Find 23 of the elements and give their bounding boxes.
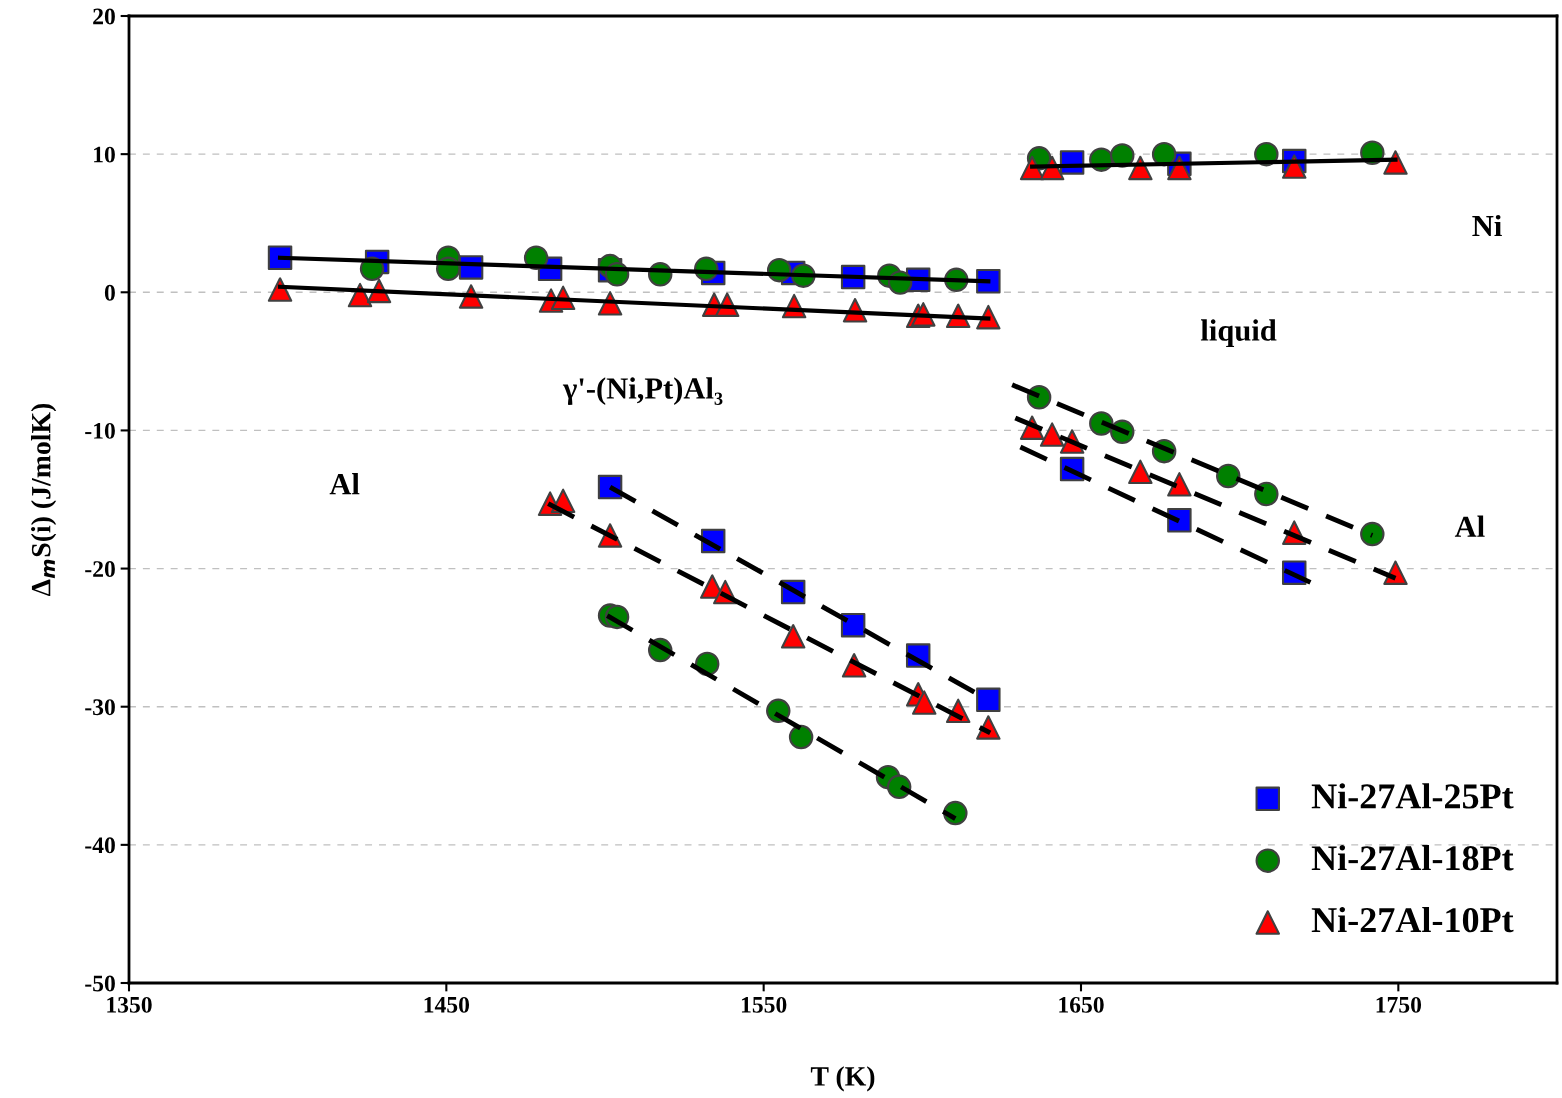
x-tick-label: 1450 — [424, 996, 470, 1013]
y-tick-label: -40 — [85, 837, 115, 854]
x-tick-label: 1350 — [107, 996, 152, 1013]
y-tick-label: -10 — [85, 422, 115, 439]
x-tick-label: 1650 — [1059, 996, 1104, 1013]
annotation: γ'-(Ni,Pt)Al₃ — [562, 377, 723, 406]
legend-label: Ni-27Al-18Pt — [1311, 845, 1514, 871]
annotation: liquid — [1200, 319, 1277, 348]
annotation: Al — [1454, 515, 1485, 537]
y-tick-label: 0 — [104, 284, 115, 301]
annotation: Ni — [1472, 214, 1502, 237]
y-tick-label: -30 — [85, 699, 115, 716]
x-axis-title: T (K) — [810, 1066, 875, 1092]
legend-label: Ni-27Al-10Pt — [1311, 906, 1514, 933]
y-tick-label: -50 — [85, 975, 115, 992]
y-tick-label: -20 — [85, 561, 115, 577]
x-tick-label: 1550 — [741, 996, 787, 1013]
y-axis-title: Δ$_{m}$S(i) (J/molK) — [31, 403, 57, 597]
y-tick-label: 10 — [94, 146, 115, 163]
annotation: Al — [329, 473, 360, 495]
y-tick-label: 20 — [93, 8, 115, 25]
x-tick-label: 1750 — [1376, 996, 1422, 1013]
legend-label: Ni-27Al-25Pt — [1311, 783, 1514, 809]
